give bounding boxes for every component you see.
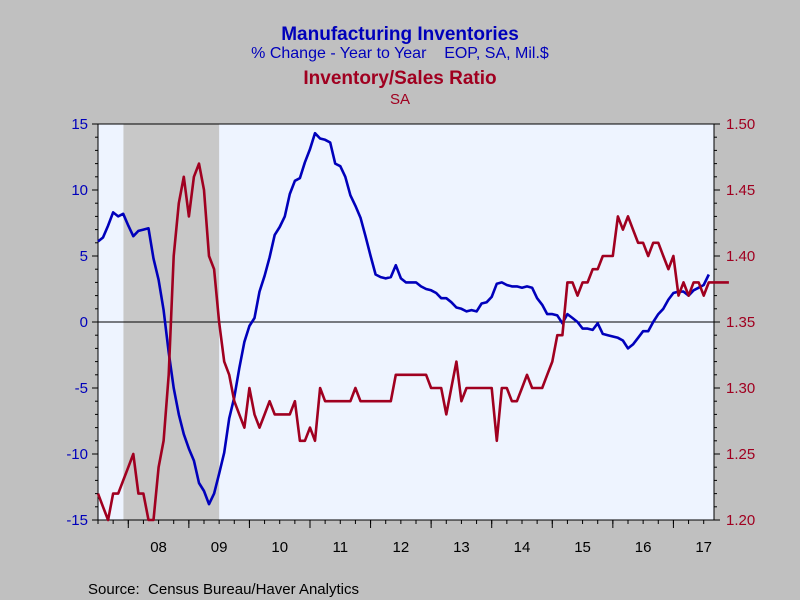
title-right: Inventory/Sales Ratio [303,68,496,89]
y-right-tick-label: 1.45 [726,182,755,199]
plot-area [98,124,714,520]
x-tick-label: 15 [574,539,591,556]
subtitle-left: % Change - Year to Year EOP, SA, Mil.$ [251,45,549,62]
x-tick-label: 14 [514,539,531,556]
y-left-tick-label: -5 [75,380,88,397]
y-left-tick-label: -15 [66,512,88,529]
y-right-tick-label: 1.40 [726,248,755,265]
x-tick-label: 17 [695,539,712,556]
y-left-tick-label: 5 [80,248,88,265]
y-right-tick-label: 1.30 [726,380,755,397]
series-line-manufacturing-inventories [97,131,710,506]
x-tick-label: 09 [211,539,228,556]
x-tick-label: 08 [150,539,167,556]
x-tick-label: 12 [393,539,410,556]
y-left-tick-label: 0 [80,314,88,331]
x-tick-label: 13 [453,539,470,556]
x-tick-label: 10 [271,539,288,556]
y-right-tick-label: 1.25 [726,446,755,463]
y-right-tick-label: 1.50 [726,116,755,133]
y-left-tick-label: 15 [71,116,88,133]
x-tick-label: 16 [635,539,652,556]
x-tick-label: 11 [332,539,348,556]
y-right-tick-label: 1.20 [726,512,755,529]
y-right-tick-label: 1.35 [726,314,755,331]
series-line-inventory-sales-ratio [96,162,729,522]
source-note: Source: Census Bureau/Haver Analytics [88,581,359,598]
series-group [96,131,729,522]
y-left-tick-label: -10 [66,446,88,463]
y-left-tick-label: 10 [71,182,88,199]
axes: 15 10 5 0 -5 -10 -15 1.50 1.45 1.40 1.35 1.30 1.25 1.… [66,116,755,556]
subtitle-right: SA [390,91,410,108]
title-left: Manufacturing Inventories [281,24,519,45]
